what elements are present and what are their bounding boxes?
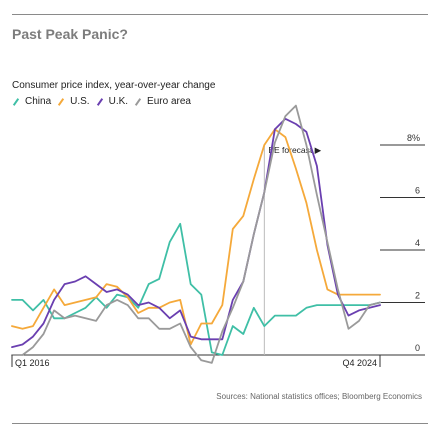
y-tick-label-4: 4 <box>415 238 420 248</box>
x-tick-label-start: Q1 2016 <box>15 358 50 368</box>
series-line-euro-area <box>11 104 381 364</box>
bottom-rule <box>12 423 428 424</box>
legend-label-us: U.S. <box>70 96 90 107</box>
legend-item-euro: Euro area <box>134 96 191 107</box>
y-tick-label-6: 6 <box>415 186 420 196</box>
legend-item-china: China <box>12 96 51 107</box>
y-tick-label-0: 0 <box>415 343 420 353</box>
series-line-u-s <box>11 128 381 346</box>
legend-label-china: China <box>25 96 52 107</box>
y-tick-label-2: 2 <box>415 291 420 301</box>
legend-item-us: U.S. <box>57 96 90 107</box>
chart-subtitle: Consumer price index, year-over-year cha… <box>12 80 216 91</box>
legend-item-uk: U.K. <box>96 96 128 107</box>
y-tick-label-8: 8% <box>407 133 420 143</box>
source-note: Sources: National statistics offices; Bl… <box>216 392 422 401</box>
legend-label-uk: U.K. <box>108 96 129 107</box>
legend-label-euro: Euro area <box>147 96 191 107</box>
chart-title: Past Peak Panic? <box>12 26 128 42</box>
forecast-label: BE forecast ▶ <box>268 145 321 155</box>
top-rule <box>12 14 428 15</box>
series-line-u-k <box>11 117 381 349</box>
x-tick-label-end: Q4 2024 <box>342 358 377 368</box>
series-line-china <box>11 222 381 356</box>
chart-legend: China U.S. U.K. Euro area <box>12 96 191 107</box>
